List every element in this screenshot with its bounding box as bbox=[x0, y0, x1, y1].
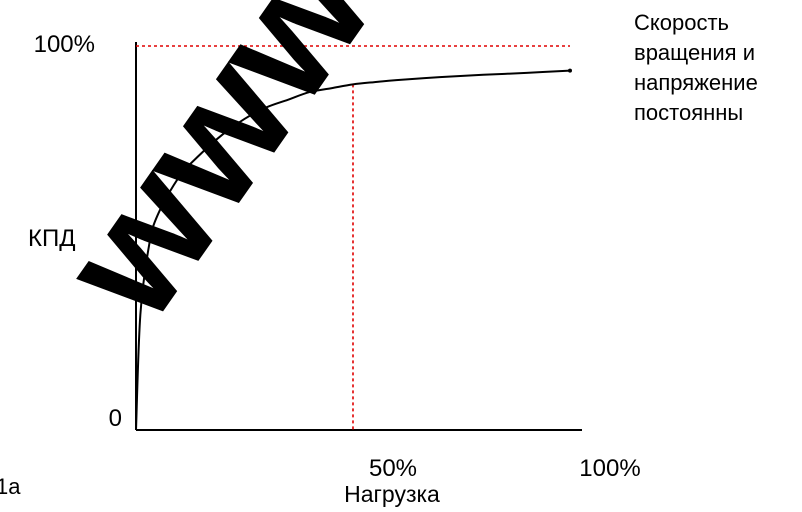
y-tick-label: 100% bbox=[34, 31, 95, 58]
chart-annotation: Скорость вращения и напряжение постоянны bbox=[634, 10, 758, 125]
x-tick-label: 100% bbox=[579, 455, 640, 482]
efficiency-curve bbox=[135, 69, 571, 431]
y-axis-label: КПД bbox=[28, 225, 75, 252]
figure-number-label: 1а bbox=[0, 474, 21, 499]
x-axis-label: Нагрузка bbox=[344, 481, 440, 507]
y-tick-label: 0 bbox=[109, 405, 122, 432]
x-tick-label: 50% bbox=[369, 455, 417, 482]
curve-end-point bbox=[568, 68, 572, 73]
